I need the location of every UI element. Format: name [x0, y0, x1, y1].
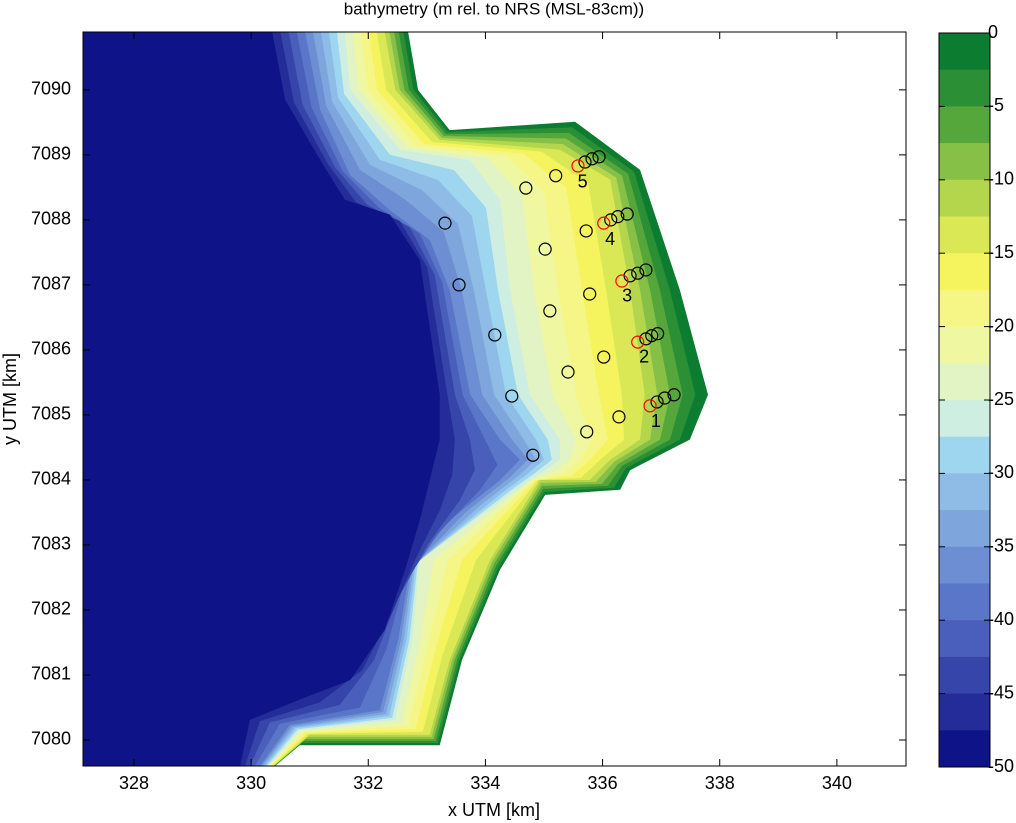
survey-point	[650, 395, 664, 409]
colorbar-swatch	[939, 473, 990, 511]
colorbar-swatch	[939, 106, 990, 144]
survey-point	[583, 287, 597, 301]
survey-point	[620, 207, 634, 221]
colorbar-swatch	[939, 326, 990, 364]
colorbar-tick-label: -35	[988, 536, 1014, 556]
survey-point	[488, 328, 502, 342]
survey-point	[579, 224, 593, 238]
transect-label: 4	[605, 229, 615, 249]
colorbar-swatch	[939, 253, 990, 291]
bathymetry-field	[83, 32, 709, 766]
colorbar-swatch	[939, 216, 990, 254]
transect-label: 5	[578, 172, 588, 192]
survey-point	[651, 327, 665, 341]
y-tick-label: 7081	[31, 664, 71, 684]
survey-point	[549, 169, 563, 183]
colorbar-swatch	[939, 436, 990, 474]
x-axis-label: x UTM [km]	[448, 800, 540, 820]
y-tick-label: 7080	[31, 729, 71, 749]
survey-point	[452, 278, 466, 292]
colorbar-tick-label: -10	[988, 169, 1014, 189]
colorbar-tick-label: 0	[988, 22, 998, 42]
survey-point	[592, 150, 606, 164]
chart-title: bathymetry (m rel. to NRS (MSL-83cm))	[344, 0, 644, 18]
colorbar-swatch	[939, 730, 990, 768]
survey-point	[505, 389, 519, 403]
depth-band	[83, 32, 440, 766]
survey-point	[585, 152, 599, 166]
colorbar-tick-label: -50	[988, 756, 1014, 776]
survey-point	[611, 210, 625, 224]
survey-point	[578, 155, 592, 169]
y-tick-label: 7087	[31, 274, 71, 294]
transect-label: 3	[622, 285, 632, 305]
survey-point	[571, 159, 585, 173]
survey-point	[438, 216, 452, 230]
colorbar-tick-label: -20	[988, 315, 1014, 335]
y-tick-label: 7082	[31, 599, 71, 619]
colorbar-tick-label: -25	[988, 389, 1014, 409]
survey-point	[519, 181, 533, 195]
colorbar-swatch	[939, 510, 990, 548]
colorbar-swatch	[939, 363, 990, 401]
survey-point	[538, 242, 552, 256]
y-tick-label: 7085	[31, 404, 71, 424]
y-tick-label: 7088	[31, 209, 71, 229]
colorbar-swatch	[939, 546, 990, 584]
colorbar-swatch	[939, 620, 990, 658]
survey-point	[526, 448, 540, 462]
transect-label: 2	[639, 346, 649, 366]
survey-point	[639, 263, 653, 277]
overlay: 5 4 3 2 1	[438, 150, 681, 462]
colorbar-tick-label: -30	[988, 462, 1014, 482]
colorbar-swatch	[939, 143, 990, 181]
y-tick-label: 7089	[31, 144, 71, 164]
colorbar-swatch	[939, 33, 990, 71]
transect-label: 1	[651, 411, 661, 431]
x-tick-label: 338	[705, 773, 735, 793]
survey-point	[615, 274, 629, 288]
x-tick-label: 332	[353, 773, 383, 793]
colorbar-tick-label: -15	[988, 242, 1014, 262]
survey-point	[658, 391, 672, 405]
survey-point	[580, 425, 594, 439]
colorbar-tick-label: -5	[988, 95, 1004, 115]
axes-box	[82, 31, 907, 767]
survey-point	[543, 304, 557, 318]
colorbar-tick-label: -40	[988, 609, 1014, 629]
x-tick-label: 330	[236, 773, 266, 793]
colorbar-swatch	[939, 656, 990, 695]
survey-point	[643, 399, 657, 413]
colorbar-swatch	[939, 69, 990, 107]
survey-point	[631, 335, 645, 349]
colorbar-swatch	[939, 583, 990, 621]
survey-point	[645, 329, 659, 343]
colorbar-tick-label: -45	[988, 682, 1014, 702]
x-tick-label: 336	[588, 773, 618, 793]
survey-point	[597, 216, 611, 230]
survey-point	[631, 266, 645, 280]
colorbar-swatch	[939, 179, 990, 217]
colorbar-swatch	[939, 289, 990, 328]
survey-point	[561, 365, 575, 379]
y-tick-label: 7084	[31, 469, 71, 489]
colorbar-swatch	[939, 693, 990, 731]
y-tick-label: 7090	[31, 79, 71, 99]
survey-point	[612, 410, 626, 424]
x-tick-label: 340	[822, 773, 852, 793]
y-tick-label: 7083	[31, 534, 71, 554]
survey-point	[604, 213, 618, 227]
survey-point	[667, 388, 681, 402]
y-tick-label: 7086	[31, 339, 71, 359]
colorbar-swatch	[939, 400, 990, 438]
x-tick-label: 328	[119, 773, 149, 793]
x-tick-label: 334	[470, 773, 500, 793]
y-axis-label: y UTM [km]	[0, 353, 20, 445]
survey-point	[597, 350, 611, 364]
